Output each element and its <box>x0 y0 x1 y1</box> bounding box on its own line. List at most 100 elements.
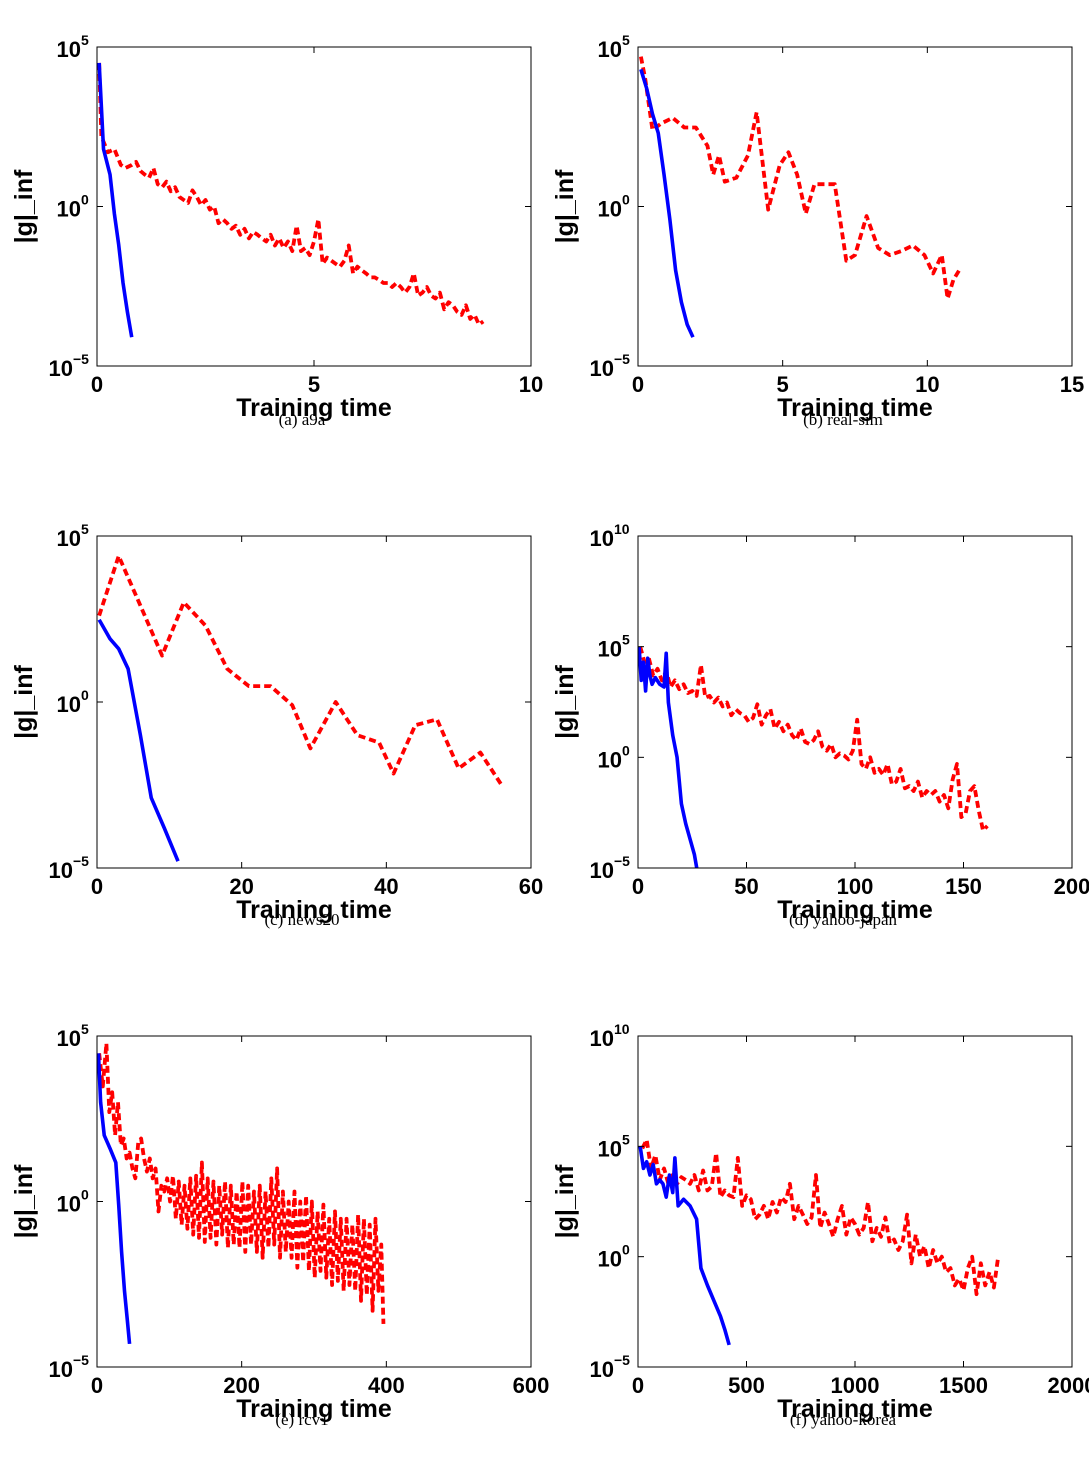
series-dashed-line <box>638 646 989 833</box>
y-tick-exponent: 5 <box>81 1021 89 1037</box>
x-tick-label: 0 <box>91 372 103 397</box>
y-tick-label: 10 5 <box>57 1021 89 1051</box>
y-tick-exponent: 0 <box>622 742 630 758</box>
y-tick-base: 10 <box>598 637 622 662</box>
x-tick-label: 5 <box>308 372 320 397</box>
y-tick-label: 10 5 <box>57 32 89 62</box>
y-tick-exponent: 10 <box>614 521 630 537</box>
x-tick-label: 40 <box>374 874 398 899</box>
y-tick-base: 10 <box>57 197 81 222</box>
series-dashed-line <box>97 1041 386 1324</box>
y-tick-exponent: −5 <box>614 1352 630 1368</box>
x-tick-label: 10 <box>519 372 543 397</box>
y-tick-base: 10 <box>57 1026 81 1051</box>
x-tick-label: 20 <box>229 874 253 899</box>
y-tick-label: 10 5 <box>598 32 630 62</box>
y-tick-exponent: 5 <box>622 1131 630 1147</box>
y-tick-exponent: 0 <box>622 192 630 208</box>
axes-frame <box>96 1035 532 1368</box>
y-tick-exponent: −5 <box>73 351 89 367</box>
x-tick-label: 1500 <box>939 1373 988 1398</box>
y-tick-label: 10 −5 <box>590 351 631 381</box>
y-tick-base: 10 <box>49 858 73 883</box>
x-tick-label: 0 <box>632 1373 644 1398</box>
y-tick-label: 10 0 <box>598 742 630 772</box>
chart-caption: (a) a9a <box>279 410 326 429</box>
y-tick-label: 10 0 <box>598 192 630 222</box>
series-solid-line <box>639 68 695 338</box>
series-dashed-line <box>97 62 485 327</box>
y-tick-base: 10 <box>49 356 73 381</box>
chart-caption: (c) news20 <box>264 910 339 929</box>
y-tick-label: 10 −5 <box>49 351 90 381</box>
y-tick-base: 10 <box>57 692 81 717</box>
x-tick-label: 2000 <box>1048 1373 1089 1398</box>
series-dashed-line <box>639 56 961 301</box>
x-tick-label: 100 <box>837 874 874 899</box>
x-tick-label: 10 <box>915 372 939 397</box>
y-tick-label: 10 0 <box>57 192 89 222</box>
y-tick-base: 10 <box>590 1026 614 1051</box>
y-tick-label: 10 5 <box>57 521 89 551</box>
x-tick-label: 600 <box>513 1373 550 1398</box>
y-tick-base: 10 <box>57 526 81 551</box>
x-tick-label: 0 <box>91 874 103 899</box>
y-tick-exponent: 0 <box>81 687 89 703</box>
y-tick-base: 10 <box>598 747 622 772</box>
x-axis-label: Training time <box>777 1395 933 1423</box>
y-tick-base: 10 <box>598 37 622 62</box>
y-tick-exponent: 5 <box>622 32 630 48</box>
y-tick-base: 10 <box>57 37 81 62</box>
y-tick-label: 10 10 <box>590 521 630 551</box>
x-tick-label: 200 <box>223 1373 260 1398</box>
y-tick-exponent: 5 <box>81 32 89 48</box>
y-tick-label: 10 5 <box>598 632 630 662</box>
x-tick-label: 500 <box>728 1373 765 1398</box>
x-tick-label: 60 <box>519 874 543 899</box>
series-solid-line <box>97 62 134 338</box>
y-tick-exponent: 0 <box>81 1187 89 1203</box>
series-solid-line <box>638 1146 731 1346</box>
y-tick-exponent: 0 <box>81 192 89 208</box>
y-axis-label: |g|_inf <box>10 169 38 243</box>
y-tick-base: 10 <box>590 1357 614 1382</box>
x-axis-label: Training time <box>236 1395 392 1423</box>
x-tick-label: 0 <box>632 874 644 899</box>
y-tick-base: 10 <box>57 1192 81 1217</box>
y-axis-label: |g|_inf <box>10 1164 38 1238</box>
x-tick-label: 150 <box>945 874 982 899</box>
y-tick-exponent: −5 <box>73 1352 89 1368</box>
y-axis-label: |g|_inf <box>10 664 38 738</box>
axes-frame <box>637 46 1073 367</box>
y-tick-base: 10 <box>598 1136 622 1161</box>
y-tick-label: 10 0 <box>57 687 89 717</box>
chart-caption: (f) yahoo-korea <box>790 1410 897 1429</box>
y-tick-base: 10 <box>598 197 622 222</box>
y-tick-label: 10 −5 <box>49 1352 90 1382</box>
y-tick-base: 10 <box>49 1357 73 1382</box>
y-tick-label: 10 −5 <box>590 853 631 883</box>
x-tick-label: 5 <box>777 372 789 397</box>
y-tick-exponent: 5 <box>622 632 630 648</box>
x-axis-label: Training time <box>236 896 392 924</box>
y-tick-label: 10 5 <box>598 1131 630 1161</box>
series-solid-line <box>97 1053 132 1345</box>
x-tick-label: 1000 <box>831 1373 880 1398</box>
x-tick-label: 200 <box>1054 874 1089 899</box>
y-tick-exponent: 5 <box>81 521 89 537</box>
x-axis-label: Training time <box>777 896 933 924</box>
x-axis-label: Training time <box>777 394 933 422</box>
y-tick-label: 10 −5 <box>49 853 90 883</box>
series-solid-line <box>638 646 699 868</box>
x-tick-label: 400 <box>368 1373 405 1398</box>
y-axis-label: |g|_inf <box>551 1164 579 1238</box>
y-tick-base: 10 <box>590 526 614 551</box>
y-axis-label: |g|_inf <box>551 169 579 243</box>
